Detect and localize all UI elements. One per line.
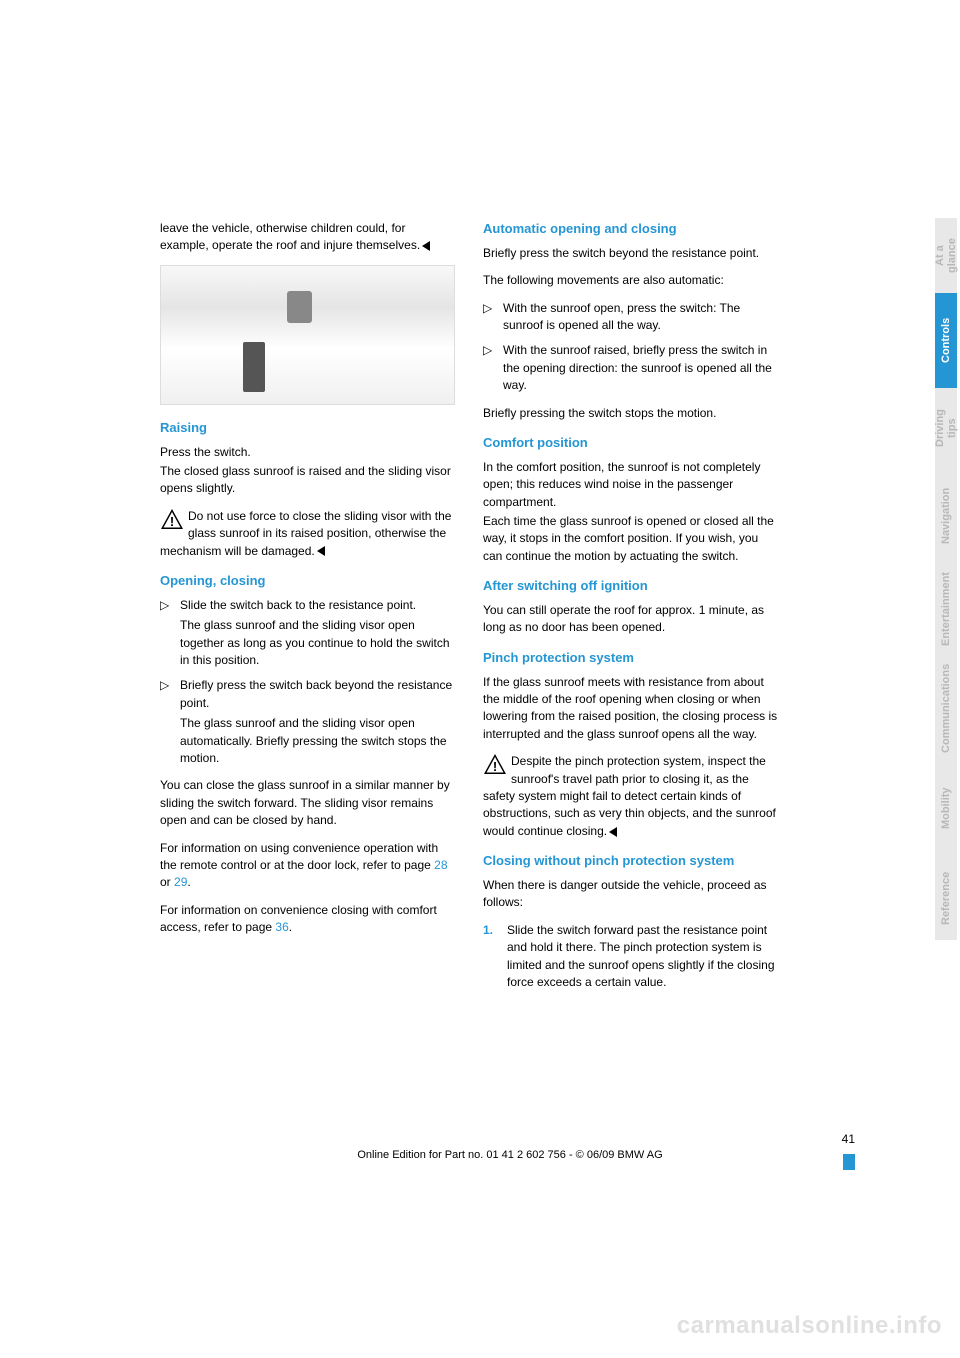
left-column: leave the vehicle, otherwise children co… (160, 220, 455, 999)
section-tab[interactable]: Communications (935, 656, 957, 761)
pinch-warning-text: Despite the pinch protection system, ins… (483, 754, 776, 838)
oc-p1: You can close the glass sunroof in a sim… (160, 777, 455, 829)
oc-p3-end: . (289, 920, 292, 934)
list-item-text: Slide the switch back to the resistance … (180, 598, 416, 612)
warning-icon: ! (160, 508, 184, 530)
page-link[interactable]: 36 (275, 920, 288, 934)
comfort-p1: In the comfort position, the sunroof is … (483, 459, 778, 511)
opening-closing-heading: Opening, closing (160, 572, 455, 591)
oc-p2-end: . (187, 875, 190, 889)
closing-without-heading: Closing without pinch protection system (483, 852, 778, 871)
list-item: With the sunroof raised, briefly press t… (483, 342, 778, 394)
auto-list: With the sunroof open, press the switch:… (483, 300, 778, 395)
raising-warning-text: Do not use force to close the sliding vi… (160, 509, 451, 558)
section-tab[interactable]: Entertainment (935, 563, 957, 656)
oc-p3: For information on convenience closing w… (160, 902, 455, 937)
svg-text:!: ! (170, 514, 174, 529)
oc-p2-mid: or (160, 875, 174, 889)
oc-p2: For information on using convenience ope… (160, 840, 455, 892)
list-item: Slide the switch forward past the resist… (483, 922, 778, 992)
warning-icon: ! (483, 753, 507, 775)
comfort-heading: Comfort position (483, 434, 778, 453)
page-link[interactable]: 28 (434, 858, 447, 872)
after-ignition-heading: After switching off ignition (483, 577, 778, 596)
pinch-warning: ! Despite the pinch protection system, i… (483, 753, 778, 840)
intro-para: leave the vehicle, otherwise children co… (160, 220, 455, 255)
section-tab[interactable]: Reference (935, 856, 957, 940)
intro-text: leave the vehicle, otherwise children co… (160, 221, 420, 252)
list-item: With the sunroof open, press the switch:… (483, 300, 778, 335)
list-item: Slide the switch back to the resistance … (160, 597, 455, 670)
after-ignition-p1: You can still operate the roof for appro… (483, 602, 778, 637)
raising-heading: Raising (160, 419, 455, 438)
list-item: Briefly press the switch back beyond the… (160, 677, 455, 767)
section-tabs: At a glanceControlsDriving tipsNavigatio… (935, 218, 957, 940)
oc-p2-a: For information on using convenience ope… (160, 841, 438, 872)
list-item-sub: The glass sunroof and the sliding visor … (180, 617, 455, 669)
section-tab[interactable]: Driving tips (935, 388, 957, 468)
raising-p1: Press the switch. (160, 444, 455, 461)
section-tab[interactable]: Controls (935, 293, 957, 388)
section-tab[interactable]: Navigation (935, 468, 957, 563)
end-marker-icon (609, 827, 617, 837)
pinch-heading: Pinch protection system (483, 649, 778, 668)
raising-warning: ! Do not use force to close the sliding … (160, 508, 455, 560)
auto-p1: Briefly press the switch beyond the resi… (483, 245, 778, 262)
section-tab[interactable]: Mobility (935, 761, 957, 856)
automatic-heading: Automatic opening and closing (483, 220, 778, 239)
end-marker-icon (422, 241, 430, 251)
auto-p3: Briefly pressing the switch stops the mo… (483, 405, 778, 422)
raising-p2: The closed glass sunroof is raised and t… (160, 463, 455, 498)
footer-text: Online Edition for Part no. 01 41 2 602 … (160, 1149, 860, 1161)
sunroof-switch-figure (160, 265, 455, 405)
closing-without-list: Slide the switch forward past the resist… (483, 922, 778, 992)
section-tab[interactable]: At a glance (935, 218, 957, 293)
end-marker-icon (317, 546, 325, 556)
opening-closing-list: Slide the switch back to the resistance … (160, 597, 455, 768)
page-number: 41 (842, 1132, 855, 1146)
content-area: leave the vehicle, otherwise children co… (160, 220, 860, 999)
pinch-p1: If the glass sunroof meets with resistan… (483, 674, 778, 744)
comfort-p2: Each time the glass sunroof is opened or… (483, 513, 778, 565)
auto-p2: The following movements are also automat… (483, 272, 778, 289)
page-link[interactable]: 29 (174, 875, 187, 889)
closing-without-p1: When there is danger outside the vehicle… (483, 877, 778, 912)
list-item-text: Briefly press the switch back beyond the… (180, 678, 452, 709)
right-column: Automatic opening and closing Briefly pr… (483, 220, 778, 999)
list-item-sub: The glass sunroof and the sliding visor … (180, 715, 455, 767)
watermark: carmanualsonline.info (677, 1312, 942, 1340)
oc-p3-a: For information on convenience closing w… (160, 903, 437, 934)
svg-text:!: ! (493, 759, 497, 774)
